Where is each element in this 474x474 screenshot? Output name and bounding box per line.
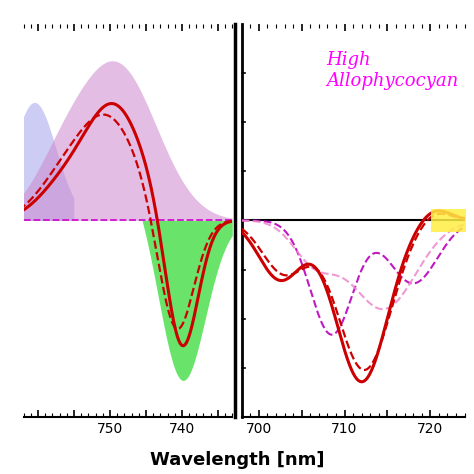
Text: High
Allophycocyan: High Allophycocyan	[327, 51, 459, 90]
Text: Wavelength [nm]: Wavelength [nm]	[150, 451, 324, 469]
